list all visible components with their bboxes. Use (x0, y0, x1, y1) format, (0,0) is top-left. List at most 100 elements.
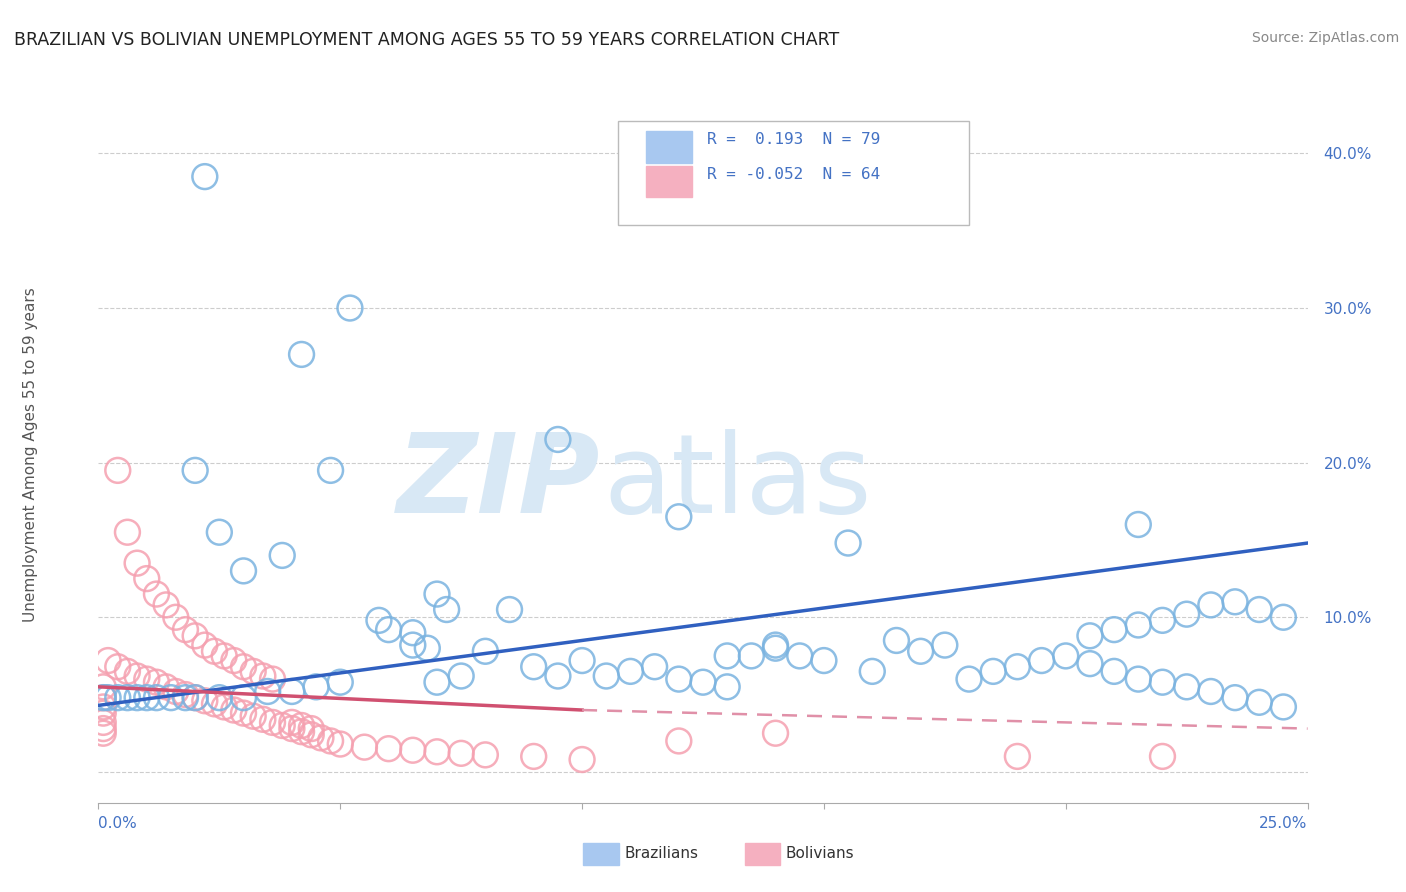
Point (547, 669, 569, 683)
Point (716, 680, 738, 694)
Point (498, 602, 520, 616)
Point (934, 638, 956, 652)
Text: 0.0%: 0.0% (98, 816, 138, 831)
Point (91, 700, 114, 714)
Point (165, 610, 187, 624)
Point (165, 684, 187, 698)
Point (145, 675, 167, 690)
Point (107, 463, 129, 477)
Point (1249, 695, 1271, 709)
Point (329, 737, 352, 751)
Point (91, 680, 114, 694)
Point (368, 613, 391, 627)
Point (117, 525, 139, 540)
Point (910, 644, 932, 658)
Point (619, 665, 641, 679)
Point (1102, 665, 1125, 679)
Point (716, 648, 738, 663)
Point (256, 684, 278, 698)
Point (1128, 672, 1150, 686)
Point (127, 690, 149, 705)
Point (194, 694, 217, 708)
Point (886, 633, 908, 648)
Point (1128, 618, 1150, 632)
Point (1007, 659, 1029, 673)
Point (353, 740, 375, 755)
Point (174, 688, 197, 702)
Point (281, 722, 304, 736)
Point (1199, 598, 1222, 612)
Point (377, 741, 399, 756)
Point (184, 629, 207, 643)
Point (426, 587, 449, 601)
Text: Bolivians: Bolivians (786, 847, 855, 861)
Point (232, 659, 254, 673)
Point (765, 641, 787, 656)
Point (97, 654, 120, 668)
Point (402, 638, 425, 652)
Point (208, 690, 231, 705)
Point (271, 549, 294, 563)
Point (402, 743, 425, 757)
Point (1031, 654, 1053, 668)
Point (339, 301, 361, 315)
Text: Unemployment Among Ages 55 to 59 years: Unemployment Among Ages 55 to 59 years (24, 287, 38, 623)
Point (1128, 517, 1150, 532)
Point (204, 697, 226, 711)
Point (1054, 648, 1077, 663)
Point (319, 734, 342, 748)
Point (204, 644, 226, 658)
Point (212, 700, 235, 714)
Text: BRAZILIAN VS BOLIVIAN UNEMPLOYMENT AMONG AGES 55 TO 59 YEARS CORRELATION CHART: BRAZILIAN VS BOLIVIAN UNEMPLOYMENT AMONG… (14, 31, 839, 49)
Point (252, 712, 274, 726)
Point (174, 623, 197, 637)
Point (145, 690, 167, 705)
Point (1223, 690, 1246, 705)
Point (1223, 595, 1246, 609)
Point (474, 747, 496, 762)
Point (155, 680, 177, 694)
Point (765, 726, 787, 740)
Point (135, 690, 157, 705)
Point (644, 659, 666, 673)
Point (319, 463, 342, 477)
Point (184, 463, 207, 477)
Point (668, 734, 690, 748)
Point (860, 665, 883, 679)
Point (208, 525, 231, 540)
Point (377, 623, 399, 637)
Text: Brazilians: Brazilians (624, 847, 699, 861)
Point (174, 690, 197, 705)
Point (474, 644, 496, 658)
Point (91, 706, 114, 720)
Point (595, 669, 617, 683)
Point (1152, 613, 1174, 627)
Point (668, 672, 690, 686)
Point (194, 169, 217, 184)
Point (232, 706, 254, 720)
Point (212, 648, 235, 663)
Point (450, 747, 472, 761)
Point (184, 690, 207, 705)
Point (107, 659, 129, 673)
Point (1078, 629, 1101, 643)
Point (127, 556, 149, 570)
Point (107, 690, 129, 705)
Point (571, 654, 593, 668)
Point (145, 587, 167, 601)
Point (91, 722, 114, 736)
Bar (647, 131, 692, 162)
Text: R =  0.193  N = 79: R = 0.193 N = 79 (707, 132, 880, 147)
Point (1007, 749, 1029, 764)
Point (232, 564, 254, 578)
Point (426, 745, 449, 759)
Point (1175, 680, 1198, 694)
Point (91, 715, 114, 730)
Text: Source: ZipAtlas.com: Source: ZipAtlas.com (1251, 31, 1399, 45)
Point (1152, 749, 1174, 764)
Point (262, 672, 284, 686)
Point (290, 718, 312, 732)
Point (1272, 610, 1295, 624)
Point (547, 433, 569, 447)
Point (135, 672, 157, 686)
